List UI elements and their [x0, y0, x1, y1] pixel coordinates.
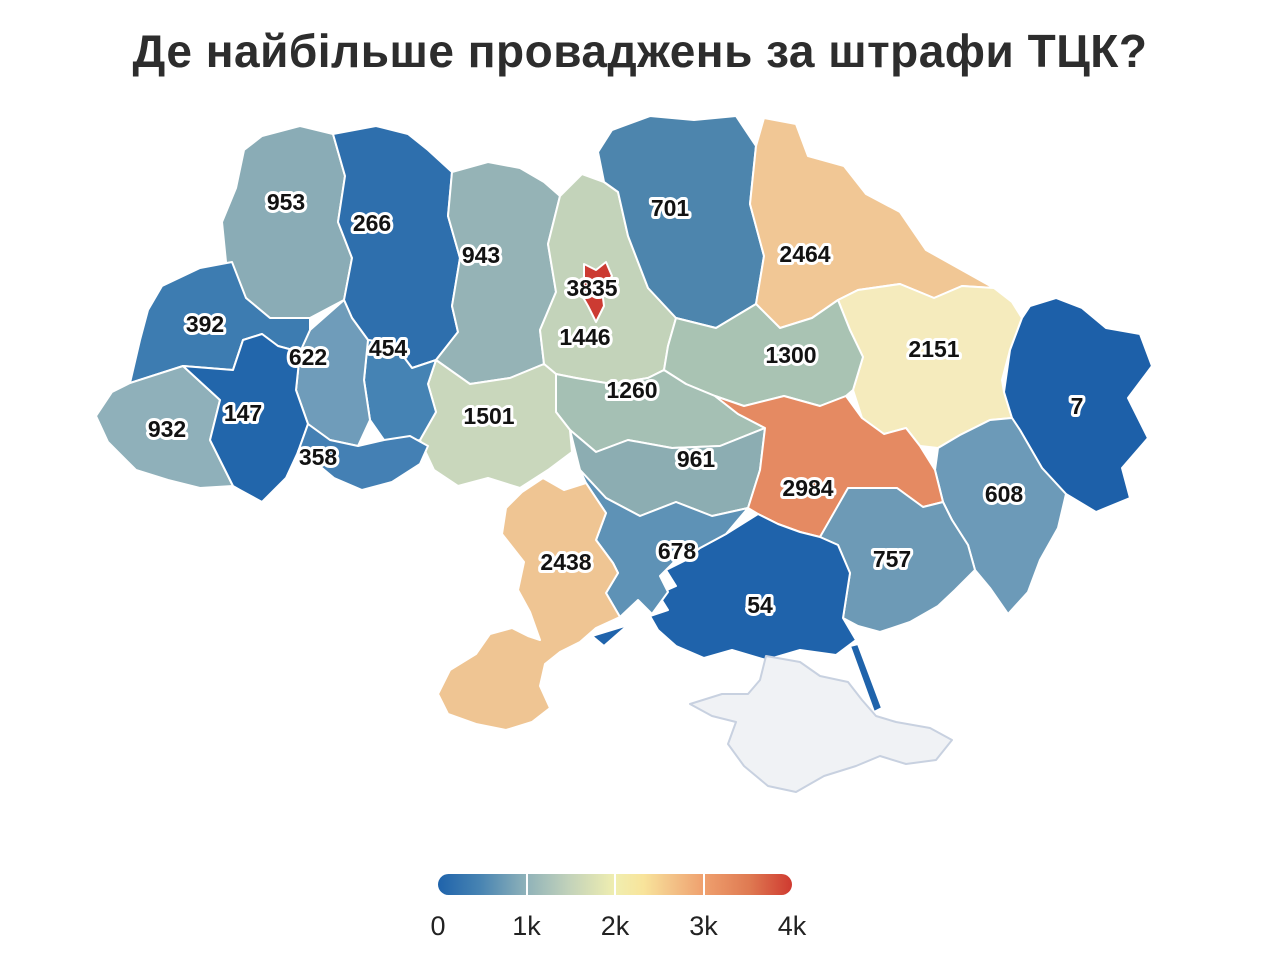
region-value-volyn: 953: [267, 189, 305, 215]
region-value-lviv: 392: [186, 311, 224, 337]
region-value-vinnytsia: 1501: [463, 403, 514, 429]
region-value-sumy: 2464: [779, 241, 830, 267]
region-value-poltava: 1300: [765, 342, 816, 368]
region-value-kyiv-city: 3835: [566, 275, 617, 301]
legend-tick-label-1k: 1k: [512, 911, 541, 941]
region-value-zaporizhzhia: 757: [873, 546, 911, 572]
region-value-rivne: 266: [353, 210, 391, 236]
legend-tick-label-4k: 4k: [777, 911, 807, 941]
region-odesa: [437, 477, 621, 731]
region-crimea: [689, 655, 953, 793]
legend-separator: [614, 874, 616, 895]
region-kinburn-spit: [591, 624, 629, 647]
region-value-kyiv-oblast: 1446: [559, 324, 610, 350]
region-value-zhytomyr: 943: [462, 242, 500, 268]
legend-gradient-bar: [438, 874, 792, 895]
region-value-donetsk: 608: [985, 481, 1024, 507]
legend-tick-label-2k: 2k: [600, 911, 630, 941]
color-legend: 0 1k 2k 3k 4k: [430, 874, 806, 941]
region-value-kirovohrad: 961: [677, 446, 716, 472]
region-value-kharkiv: 2151: [908, 336, 959, 362]
region-kyiv-city: [579, 261, 613, 323]
region-value-chernivtsi: 358: [299, 444, 338, 470]
region-value-mykolaiv: 678: [658, 538, 697, 564]
legend-tick-label-0: 0: [430, 911, 446, 941]
legend-tick-labels: 0 1k 2k 3k 4k: [430, 895, 806, 941]
region-value-ternopil: 622: [289, 344, 327, 370]
legend-separator: [525, 874, 528, 895]
region-arabat-spit: [849, 643, 883, 713]
region-value-luhansk: 7: [1071, 393, 1084, 419]
region-value-dnipropetrovsk: 2984: [782, 475, 833, 501]
region-value-ivano-frankivsk: 147: [224, 400, 262, 426]
region-value-kherson: 54: [747, 592, 773, 618]
region-value-cherkasy: 1260: [606, 377, 657, 403]
legend-separator: [702, 874, 705, 895]
region-chernivtsi: [297, 423, 429, 491]
page-title: Де найбільше проваджень за штрафи ТЦК?: [132, 25, 1148, 77]
region-value-khmelnytskyi: 454: [369, 335, 408, 361]
legend-tick-label-3k: 3k: [689, 911, 718, 941]
region-value-zakarpattia: 932: [148, 416, 186, 442]
region-value-chernihiv: 701: [651, 195, 690, 221]
region-value-odesa: 2438: [540, 549, 591, 575]
